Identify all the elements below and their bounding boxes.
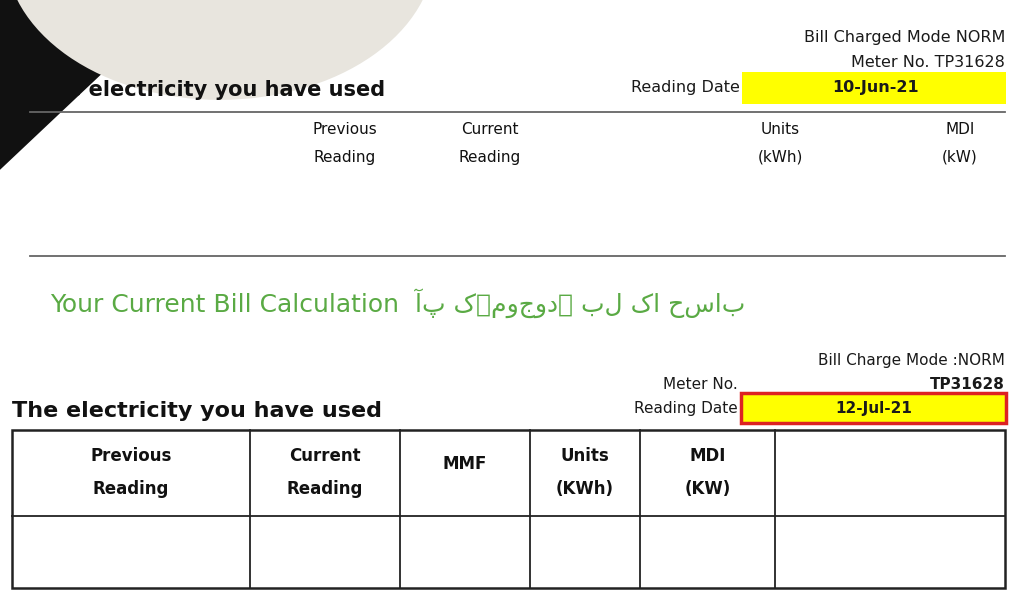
FancyBboxPatch shape <box>742 72 1006 104</box>
Text: Reading Date: Reading Date <box>634 401 738 416</box>
Text: (KW): (KW) <box>685 480 730 498</box>
Text: The electricity you have used: The electricity you have used <box>38 80 385 100</box>
FancyBboxPatch shape <box>741 393 1006 423</box>
Text: Reading: Reading <box>314 150 376 165</box>
Text: Meter No.: Meter No. <box>664 377 738 393</box>
Bar <box>12 430 1005 588</box>
Text: Reading: Reading <box>287 480 364 498</box>
Text: TP31628: TP31628 <box>930 377 1005 393</box>
Text: Reading: Reading <box>93 480 169 498</box>
Text: Reading Date: Reading Date <box>631 80 741 95</box>
Text: MDI: MDI <box>945 122 975 137</box>
Text: MMF: MMF <box>443 455 487 473</box>
Text: Current: Current <box>289 447 361 466</box>
Text: (kWh): (kWh) <box>758 150 802 165</box>
Text: Units: Units <box>560 447 610 466</box>
Text: Reading: Reading <box>459 150 521 165</box>
Text: Current: Current <box>461 122 519 137</box>
Text: Your Current Bill Calculation  آپ کےموجودہ بل کا حساب: Your Current Bill Calculation آپ کےموجود… <box>50 288 746 318</box>
Text: Previous: Previous <box>90 447 171 466</box>
Text: Bill Charge Mode :NORM: Bill Charge Mode :NORM <box>819 353 1005 368</box>
Text: Meter No. TP31628: Meter No. TP31628 <box>851 55 1005 70</box>
Text: Previous: Previous <box>313 122 378 137</box>
Text: Units: Units <box>761 122 799 137</box>
Text: MDI: MDI <box>689 447 725 466</box>
Text: The electricity you have used: The electricity you have used <box>12 401 382 421</box>
Text: 10-Jun-21: 10-Jun-21 <box>832 80 919 95</box>
Polygon shape <box>0 0 180 170</box>
Ellipse shape <box>5 0 435 100</box>
Text: Bill Charged Mode NORM: Bill Charged Mode NORM <box>803 30 1005 45</box>
Text: (kW): (kW) <box>942 150 978 165</box>
Text: (KWh): (KWh) <box>556 480 614 498</box>
Text: 12-Jul-21: 12-Jul-21 <box>836 401 913 416</box>
